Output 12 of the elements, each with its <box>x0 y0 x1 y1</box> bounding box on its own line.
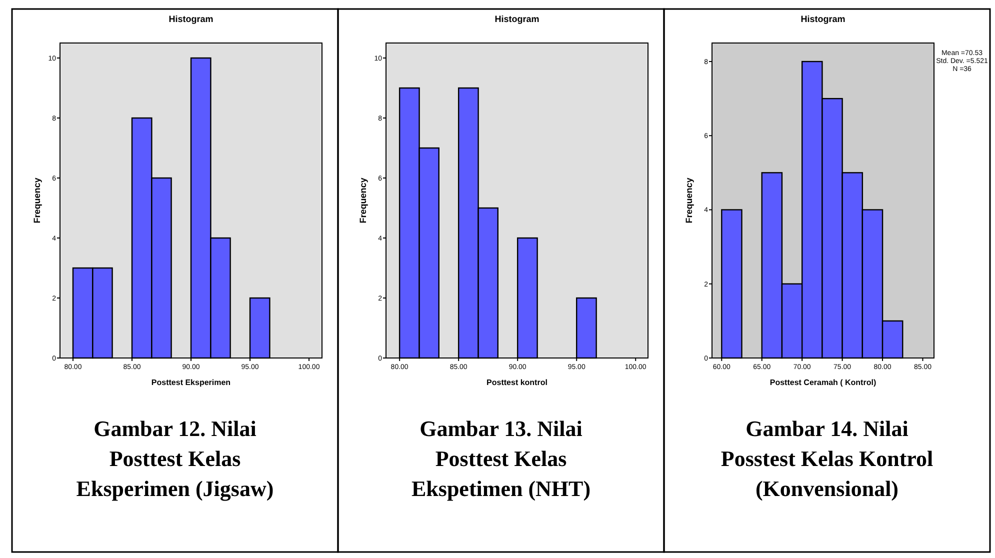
text: Gambar 12. Nilai Posttest Kelas Eksperimen (Jigsaw) <box>76 416 274 501</box>
y-axis-title: Frequency <box>684 178 694 224</box>
y-axis-title: Frequency <box>358 178 368 224</box>
chart-title: Histogram <box>494 14 540 24</box>
y-axis-title: Frequency <box>32 178 42 224</box>
x-axis-title: Posttest Ceramah ( Kontrol) <box>770 378 876 387</box>
x-axis-title: Posttest Eksperimen <box>151 378 231 387</box>
chart-title: Histogram <box>168 14 214 24</box>
text: Gambar 14. Nilai Posstest Kelas Kontrol (Konvensional) <box>720 416 934 501</box>
text: Gambar 13. Nilai Posttest Kelas Ekspetimen (NHT) <box>411 416 591 501</box>
chart-title: Histogram <box>800 14 846 24</box>
x-axis-title: Posttest kontrol <box>486 378 548 387</box>
